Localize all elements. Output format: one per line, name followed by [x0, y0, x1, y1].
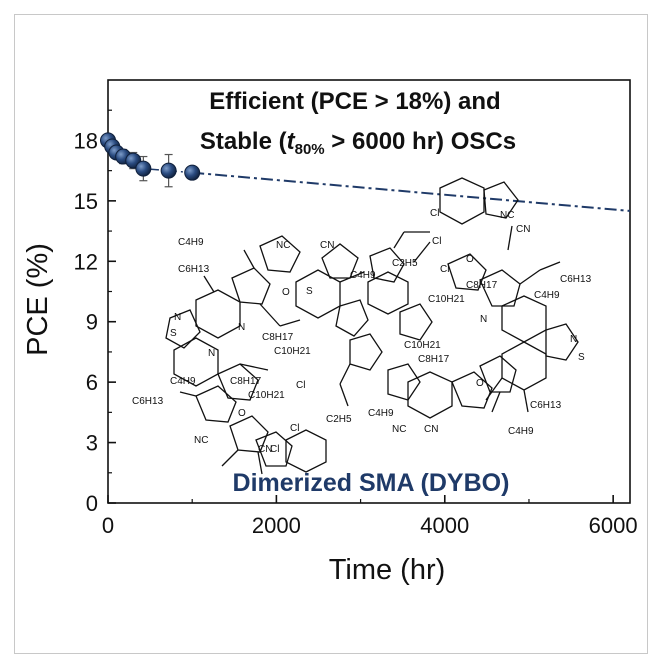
- label-n-a: N: [238, 322, 245, 333]
- label-c6h13-b: C6H13: [132, 396, 164, 407]
- label-cl-f: Cl: [432, 236, 441, 247]
- label-c4h9-e: C4H9: [534, 290, 560, 301]
- label-c8h17-a: C8H17: [262, 332, 294, 343]
- label-o-b: O: [238, 408, 246, 419]
- label-c10h21-a: C10H21: [274, 346, 311, 357]
- data-point-7: [184, 164, 201, 181]
- figure-frame: [14, 14, 648, 654]
- label-c8h17-b: C8H17: [230, 376, 262, 387]
- headline-subscript: 80%: [295, 141, 325, 158]
- label-nc-b: NC: [194, 435, 208, 446]
- label-nc-c: NC: [500, 210, 514, 221]
- label-o-d: O: [476, 378, 484, 389]
- y-tick-label-1: 3: [86, 431, 98, 456]
- y-tick-label-2: 6: [86, 370, 98, 395]
- headline-line-2: Stable (t80% > 6000 hr) OSCs: [200, 128, 516, 158]
- label-n-b: N: [208, 348, 215, 359]
- y-axis-title: PCE (%): [22, 243, 54, 356]
- label-c2h5-b: C2H5: [392, 258, 418, 269]
- label-cn-d: CN: [424, 424, 438, 435]
- x-axis-title: Time (hr): [329, 554, 446, 586]
- label-n-e: N: [174, 312, 181, 323]
- label-c2h5-a: C2H5: [326, 414, 352, 425]
- data-point-6: [160, 162, 177, 179]
- headline-osc-text: > 6000 hr) OSCs: [325, 128, 516, 155]
- label-nc-a: NC: [276, 240, 290, 251]
- label-c4h9-c: C4H9: [368, 408, 394, 419]
- label-nc-d: NC: [392, 424, 406, 435]
- label-c8h17-c: C8H17: [466, 280, 498, 291]
- headline-line-1: Efficient (PCE > 18%) and: [209, 88, 500, 115]
- label-c4h9-b: C4H9: [170, 376, 196, 387]
- label-cl-d: Cl: [440, 264, 449, 275]
- label-o-a: O: [282, 287, 290, 298]
- axes: 0 2000 4000 6000 0 3 6 9 12 15 18 Time (hr) PCE (%): [22, 79, 638, 586]
- label-c10h21-d: C10H21: [404, 340, 441, 351]
- y-tick-label-3: 9: [86, 310, 98, 335]
- label-cn-c: CN: [516, 224, 530, 235]
- y-tick-label-5: 15: [74, 189, 98, 214]
- x-tick-label-1: 2000: [252, 513, 301, 538]
- label-c6h13-a: C6H13: [178, 264, 210, 275]
- label-c6h13-c: C6H13: [560, 274, 592, 285]
- x-tick-label-2: 4000: [420, 513, 469, 538]
- label-cl-b: Cl: [270, 444, 279, 455]
- molecule-name-label: Dimerized SMA (DYBO): [233, 469, 510, 497]
- label-s-a: S: [306, 286, 313, 297]
- y-tick-label-4: 12: [74, 249, 98, 274]
- label-cl-c: Cl: [296, 380, 305, 391]
- headline-t-symbol: t: [287, 128, 296, 155]
- headline-stable-text: Stable (: [200, 128, 287, 155]
- label-s-b: S: [578, 352, 585, 363]
- label-cn-b: CN: [258, 444, 272, 455]
- label-cn-a: CN: [320, 240, 334, 251]
- titles: Efficient (PCE > 18%) and Stable (t80% >…: [200, 88, 516, 497]
- molecule-structure: C4H9 C6H13 NC CN O S N C8H17 C10H21 N C8…: [132, 177, 592, 475]
- label-s-c: S: [170, 328, 177, 339]
- label-c8h17-d: C8H17: [418, 354, 450, 365]
- label-c4h9-d: C4H9: [350, 270, 376, 281]
- y-tick-label-0: 0: [86, 491, 98, 516]
- data-point-5: [135, 160, 152, 177]
- label-c10h21-b: C10H21: [248, 390, 285, 401]
- x-tick-label-0: 0: [102, 513, 114, 538]
- label-c4h9-a: C4H9: [178, 237, 204, 248]
- y-tick-label-6: 18: [74, 128, 98, 153]
- label-c4h9-f: C4H9: [508, 426, 534, 437]
- label-c10h21-c: C10H21: [428, 294, 465, 305]
- label-n-d: N: [570, 334, 577, 345]
- label-cl-e: Cl: [430, 208, 439, 219]
- label-c6h13-d: C6H13: [530, 400, 562, 411]
- trend-line: [192, 171, 631, 212]
- label-n-c: N: [480, 314, 487, 325]
- label-cl-a: Cl: [290, 423, 299, 434]
- label-o-c: O: [466, 254, 474, 265]
- x-tick-label-3: 6000: [589, 513, 638, 538]
